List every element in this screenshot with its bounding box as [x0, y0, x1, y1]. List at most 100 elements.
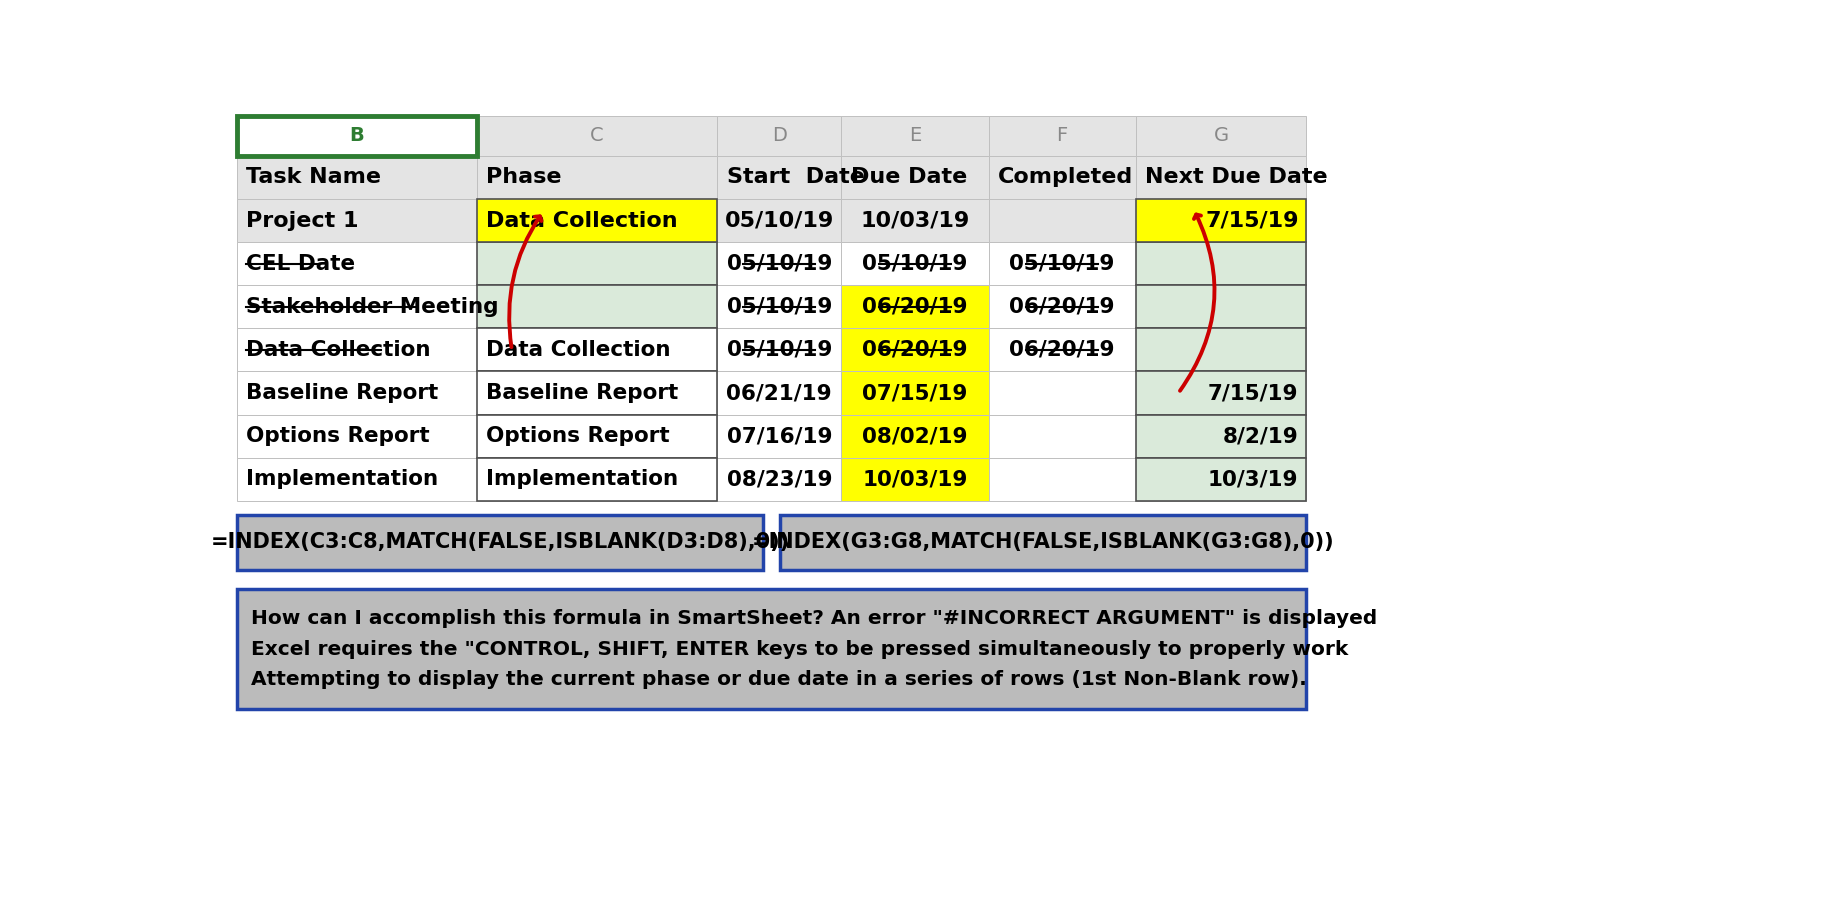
Text: 07/15/19: 07/15/19	[863, 383, 967, 403]
Bar	[780, 515, 1306, 570]
Bar	[476, 328, 718, 371]
Bar	[989, 285, 1136, 328]
Bar	[841, 371, 989, 415]
Bar	[1136, 458, 1306, 501]
Bar	[1136, 156, 1306, 199]
Text: Phase: Phase	[485, 167, 562, 187]
Bar	[476, 415, 718, 458]
Bar	[476, 242, 718, 285]
Text: 06/20/19: 06/20/19	[863, 297, 967, 317]
Bar	[1136, 199, 1306, 242]
Text: Implementation: Implementation	[245, 469, 438, 489]
Bar	[1136, 371, 1306, 415]
Bar	[236, 515, 762, 570]
Bar	[236, 371, 476, 415]
Text: 05/10/19: 05/10/19	[725, 210, 834, 230]
Bar	[989, 199, 1136, 242]
Text: 05/10/19: 05/10/19	[727, 254, 832, 273]
Bar	[1136, 285, 1306, 328]
Bar	[236, 242, 476, 285]
Bar	[841, 458, 989, 501]
Bar	[841, 199, 989, 242]
Bar	[1136, 242, 1306, 285]
Bar	[989, 328, 1136, 371]
Bar	[476, 415, 718, 458]
Bar	[841, 242, 989, 285]
Text: Task Name: Task Name	[245, 167, 381, 187]
Text: Baseline Report: Baseline Report	[485, 383, 678, 403]
Bar	[1136, 415, 1306, 458]
Bar	[841, 285, 989, 328]
Text: Data Collection: Data Collection	[485, 340, 671, 360]
Bar	[476, 371, 718, 415]
Bar	[989, 458, 1136, 501]
Bar	[236, 116, 476, 156]
Bar	[236, 590, 1306, 708]
Text: 10/03/19: 10/03/19	[861, 210, 969, 230]
Bar	[989, 156, 1136, 199]
Bar	[989, 116, 1136, 156]
Bar	[841, 415, 989, 458]
Bar	[1136, 328, 1306, 371]
Bar	[841, 116, 989, 156]
Bar	[476, 285, 718, 328]
Text: CEL Date: CEL Date	[245, 254, 355, 273]
Bar	[236, 458, 476, 501]
Text: 05/10/19: 05/10/19	[863, 254, 967, 273]
Text: Options Report: Options Report	[245, 426, 431, 446]
Text: Options Report: Options Report	[485, 426, 671, 446]
Bar	[236, 415, 476, 458]
Text: 8/2/19: 8/2/19	[1222, 426, 1299, 446]
Bar	[718, 116, 841, 156]
Bar	[476, 116, 718, 156]
Bar	[236, 285, 476, 328]
Text: Stakeholder Meeting: Stakeholder Meeting	[245, 297, 498, 317]
Text: Project 1: Project 1	[245, 210, 359, 230]
Text: =INDEX(G3:G8,MATCH(FALSE,ISBLANK(G3:G8),0)): =INDEX(G3:G8,MATCH(FALSE,ISBLANK(G3:G8),…	[751, 533, 1334, 552]
Text: Baseline Report: Baseline Report	[245, 383, 438, 403]
Text: Data Collection: Data Collection	[485, 210, 678, 230]
Bar	[1136, 116, 1306, 156]
Text: 08/02/19: 08/02/19	[863, 426, 967, 446]
Bar	[1136, 371, 1306, 415]
Text: B: B	[350, 126, 365, 145]
Bar	[718, 328, 841, 371]
Bar	[236, 156, 476, 199]
Text: Data Collection: Data Collection	[245, 340, 431, 360]
Bar	[236, 116, 476, 156]
Text: G: G	[1213, 126, 1229, 145]
Text: C: C	[590, 126, 605, 145]
Bar	[476, 285, 718, 328]
Text: Start  Date: Start Date	[727, 167, 865, 187]
Bar	[718, 415, 841, 458]
Text: 07/16/19: 07/16/19	[727, 426, 832, 446]
Text: 10/03/19: 10/03/19	[863, 469, 967, 489]
Bar	[476, 199, 718, 242]
Bar	[718, 199, 841, 242]
Bar	[476, 328, 718, 371]
Bar	[476, 199, 718, 242]
Bar	[1136, 458, 1306, 501]
Text: 06/21/19: 06/21/19	[727, 383, 832, 403]
Bar	[841, 328, 989, 371]
Text: F: F	[1057, 126, 1068, 145]
Bar	[1136, 328, 1306, 371]
Bar	[989, 242, 1136, 285]
Text: D: D	[771, 126, 786, 145]
Bar	[1136, 415, 1306, 458]
Text: Completed: Completed	[998, 167, 1132, 187]
Text: Due Date: Due Date	[850, 167, 967, 187]
Text: How can I accomplish this formula in SmartSheet? An error "#INCORRECT ARGUMENT" : How can I accomplish this formula in Sma…	[251, 610, 1378, 689]
Bar	[989, 415, 1136, 458]
Text: Implementation: Implementation	[485, 469, 678, 489]
Text: 10/3/19: 10/3/19	[1207, 469, 1299, 489]
Bar	[236, 199, 476, 242]
Bar	[1136, 242, 1306, 285]
Text: 7/15/19: 7/15/19	[1205, 210, 1299, 230]
Bar	[476, 458, 718, 501]
Bar	[841, 156, 989, 199]
Text: 7/15/19: 7/15/19	[1207, 383, 1299, 403]
Text: Next Due Date: Next Due Date	[1145, 167, 1328, 187]
Bar	[1136, 199, 1306, 242]
Text: 06/20/19: 06/20/19	[1009, 340, 1116, 360]
